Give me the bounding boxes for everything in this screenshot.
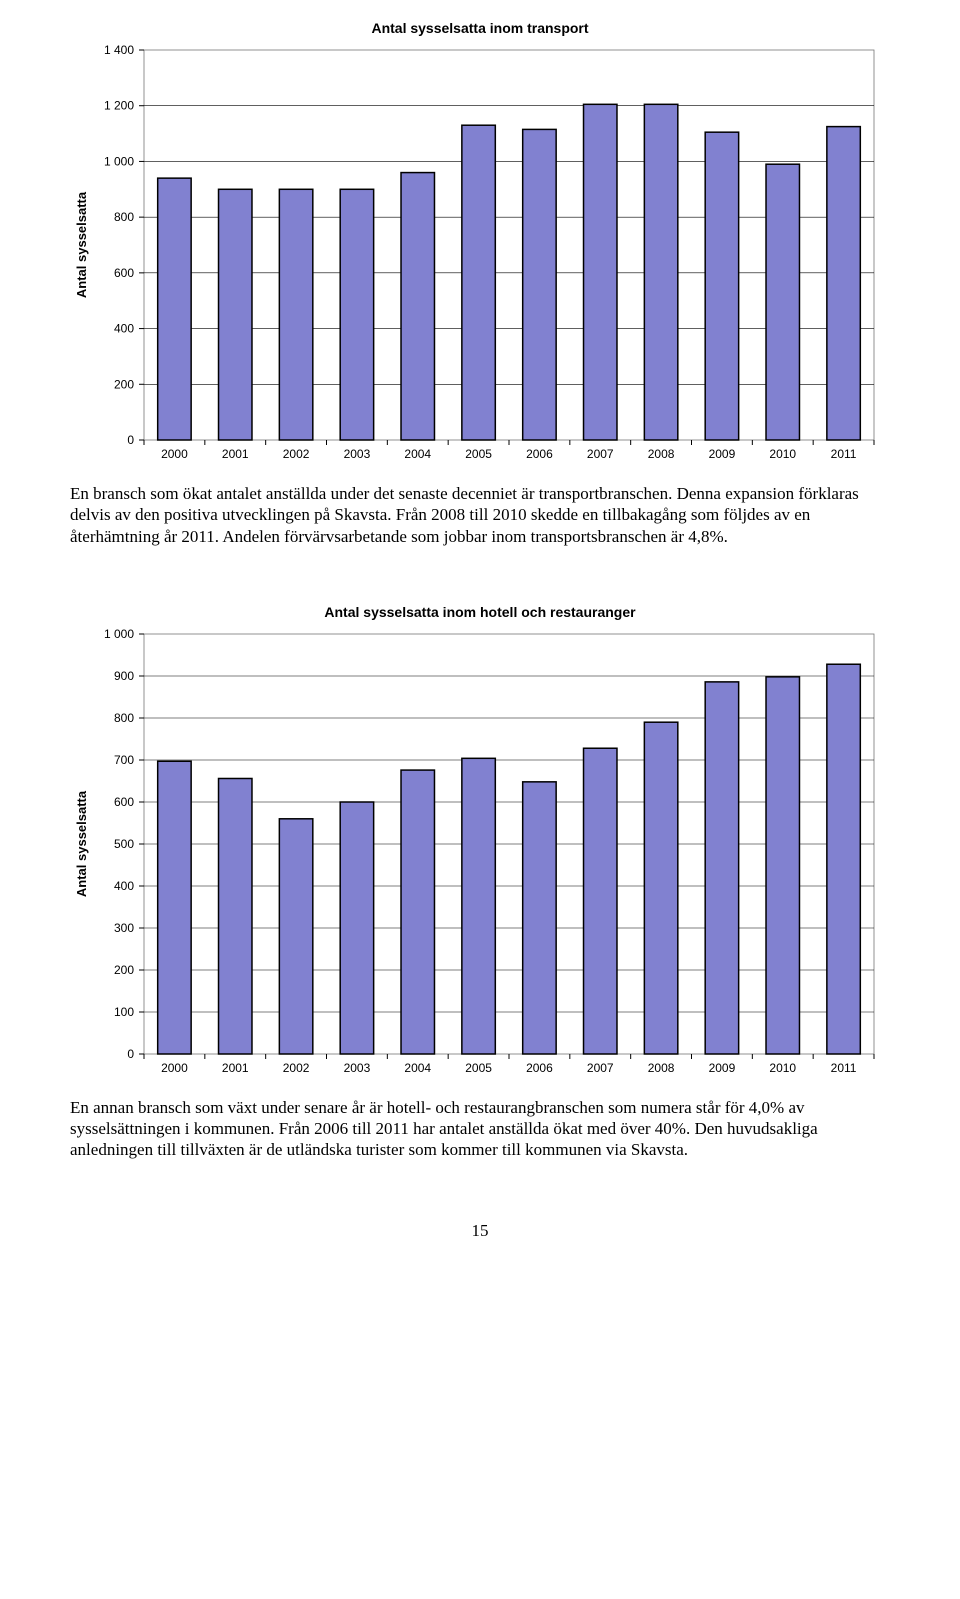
chart2-title: Antal sysselsatta inom hotell och restau…: [70, 604, 890, 620]
svg-text:400: 400: [114, 322, 134, 336]
svg-text:2003: 2003: [344, 1061, 371, 1075]
svg-text:200: 200: [114, 377, 134, 391]
svg-text:900: 900: [114, 669, 134, 683]
svg-text:600: 600: [114, 266, 134, 280]
svg-text:300: 300: [114, 921, 134, 935]
svg-text:2005: 2005: [465, 1061, 492, 1075]
svg-text:600: 600: [114, 795, 134, 809]
svg-text:Antal sysselsatta: Antal sysselsatta: [74, 191, 89, 298]
svg-text:2002: 2002: [283, 1061, 310, 1075]
svg-text:2007: 2007: [587, 1061, 614, 1075]
svg-text:2000: 2000: [161, 447, 188, 461]
svg-text:2005: 2005: [465, 447, 492, 461]
svg-text:800: 800: [114, 210, 134, 224]
page: Antal sysselsatta inom transport 0200400…: [0, 0, 960, 1281]
svg-text:2010: 2010: [769, 447, 796, 461]
svg-text:1 000: 1 000: [104, 627, 134, 641]
svg-text:1 000: 1 000: [104, 154, 134, 168]
svg-text:2001: 2001: [222, 1061, 249, 1075]
chart1: 0 200 400 600 800 1 000 1 200 1 400 2000 2001 2002…: [70, 40, 890, 475]
page-number: 15: [70, 1221, 890, 1241]
svg-text:2001: 2001: [222, 447, 249, 461]
paragraph-2: En annan bransch som växt under senare å…: [70, 1097, 890, 1161]
svg-text:2006: 2006: [526, 447, 553, 461]
svg-text:500: 500: [114, 837, 134, 851]
svg-text:0: 0: [127, 433, 134, 447]
svg-text:1 400: 1 400: [104, 43, 134, 57]
svg-text:1 200: 1 200: [104, 99, 134, 113]
chart1-wrap: 0 200 400 600 800 1 000 1 200 1 400 2000 2001 2002…: [70, 40, 890, 475]
svg-text:Antal sysselsatta: Antal sysselsatta: [74, 790, 89, 897]
svg-text:2009: 2009: [709, 447, 736, 461]
svg-text:800: 800: [114, 711, 134, 725]
svg-text:200: 200: [114, 963, 134, 977]
chart1-title: Antal sysselsatta inom transport: [70, 20, 890, 36]
chart2: 0 100 200 300 400 500 600 700 800 900 1 000 2000 200…: [70, 624, 890, 1089]
svg-text:2008: 2008: [648, 1061, 675, 1075]
svg-text:2010: 2010: [769, 1061, 796, 1075]
svg-text:2011: 2011: [831, 1061, 857, 1075]
svg-text:100: 100: [114, 1005, 134, 1019]
svg-text:2004: 2004: [404, 447, 431, 461]
svg-text:2004: 2004: [404, 1061, 431, 1075]
svg-text:2008: 2008: [648, 447, 675, 461]
chart2-wrap: 0 100 200 300 400 500 600 700 800 900 1 000 2000 200…: [70, 624, 890, 1089]
svg-text:400: 400: [114, 879, 134, 893]
svg-text:2011: 2011: [831, 447, 857, 461]
svg-text:2003: 2003: [344, 447, 371, 461]
svg-text:2007: 2007: [587, 447, 614, 461]
svg-text:0: 0: [127, 1047, 134, 1061]
svg-text:2006: 2006: [526, 1061, 553, 1075]
svg-text:2000: 2000: [161, 1061, 188, 1075]
svg-text:2002: 2002: [283, 447, 310, 461]
svg-text:2009: 2009: [709, 1061, 736, 1075]
paragraph-1: En bransch som ökat antalet anställda un…: [70, 483, 890, 547]
svg-text:700: 700: [114, 753, 134, 767]
